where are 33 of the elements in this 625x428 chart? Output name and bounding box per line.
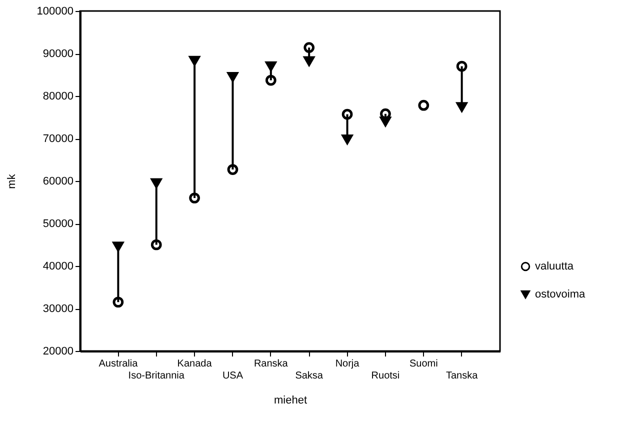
point [380, 116, 391, 126]
x-axis-title: miehet [274, 394, 308, 406]
x-tick-label: Kanada [177, 358, 212, 370]
point [189, 56, 200, 66]
y-tick-label: 100000 [36, 6, 74, 18]
x-tick-label: Suomi [409, 358, 438, 370]
y-tick-label: 60000 [42, 176, 74, 188]
y-tick-label: 90000 [42, 48, 74, 60]
y-tick-label: 40000 [42, 260, 74, 272]
point [456, 102, 468, 112]
x-tick-label: Norja [335, 358, 360, 370]
point [227, 72, 238, 82]
legend-label: ostovoima [535, 288, 586, 300]
x-tick-label: Iso-Britannia [128, 370, 185, 382]
x-tick-label: Saksa [295, 370, 324, 382]
point [265, 61, 276, 72]
y-tick-label: 20000 [42, 346, 74, 358]
x-tick-label: Tanska [446, 370, 478, 382]
x-tick-label: USA [222, 370, 244, 382]
point [304, 56, 315, 66]
y-tick-label: 50000 [42, 218, 74, 230]
point [418, 100, 430, 111]
y-tick-label: 80000 [42, 90, 74, 102]
point [150, 178, 162, 188]
y-tick-label: 70000 [42, 133, 74, 145]
x-tick-label: Australia [98, 358, 138, 370]
y-axis-title: mk [6, 174, 18, 189]
legend-label: valuutta [535, 260, 574, 272]
point [112, 242, 124, 252]
point [342, 134, 353, 144]
x-tick-label: Ruotsi [371, 370, 400, 382]
y-tick-label: 30000 [42, 303, 74, 315]
x-tick-label: Ranska [254, 358, 288, 370]
